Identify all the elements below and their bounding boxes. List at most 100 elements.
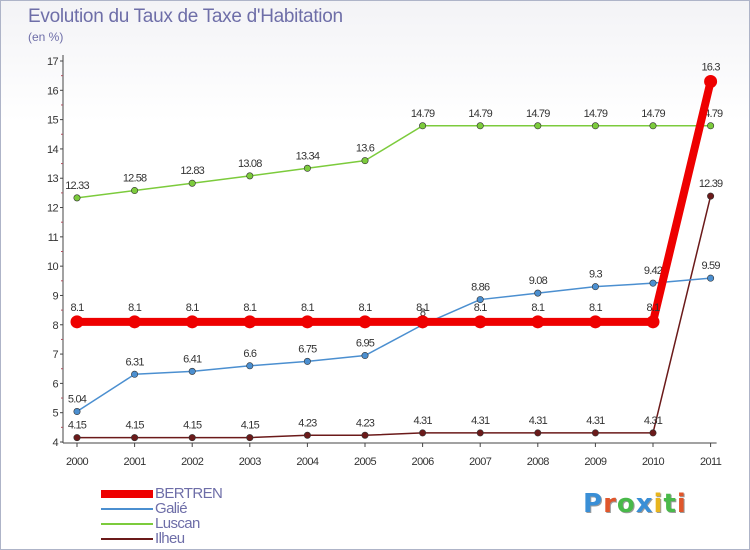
data-point-bertren	[128, 315, 142, 329]
data-label-ilheu: 4.15	[68, 420, 87, 432]
x-tick-label: 2000	[66, 456, 89, 468]
data-point-bertren	[70, 315, 84, 329]
data-point-bertren	[300, 315, 314, 329]
y-tick-label: 17	[47, 56, 59, 68]
legend-label: Ilheu	[155, 530, 185, 547]
data-label-bertren: 8.1	[243, 302, 257, 314]
data-point-bertren	[185, 315, 199, 329]
x-tick-label: 2002	[181, 456, 204, 468]
data-point-ilheu	[534, 429, 542, 437]
data-point-galie	[591, 283, 599, 291]
data-label-ilheu: 4.15	[183, 420, 202, 432]
data-label-bertren: 8.1	[474, 302, 488, 314]
y-tick-label: 5	[52, 408, 58, 420]
data-point-galie	[303, 357, 311, 365]
data-label-luscan: 12.83	[180, 165, 204, 177]
unit-label: (en %)	[28, 30, 64, 44]
data-label-galie: 5.04	[68, 394, 87, 406]
x-tick-label: 2008	[527, 456, 550, 468]
data-point-ilheu	[591, 429, 599, 437]
y-tick-label: 16	[47, 85, 59, 97]
data-label-ilheu: 4.31	[413, 415, 432, 427]
x-tick-label: 2006	[412, 456, 435, 468]
data-label-luscan: 14.79	[584, 108, 608, 120]
series-line-galie	[76, 277, 711, 413]
data-label-bertren: 8.1	[186, 302, 200, 314]
data-point-bertren	[704, 75, 718, 89]
data-point-galie	[361, 352, 369, 360]
data-point-ilheu	[361, 431, 369, 439]
logo-letter: t	[663, 489, 677, 519]
data-point-bertren	[646, 315, 660, 329]
x-tick-label: 2010	[642, 456, 665, 468]
data-point-luscan	[419, 122, 427, 130]
legend: BERTREN Galié Luscan Ilheu	[101, 485, 223, 547]
data-label-galie: 6.95	[356, 338, 375, 350]
data-label-ilheu: 4.31	[586, 415, 605, 427]
data-label-bertren: 8.1	[71, 302, 85, 314]
data-label-luscan: 13.34	[296, 150, 320, 162]
data-point-galie	[188, 367, 196, 375]
data-point-galie	[476, 296, 484, 304]
data-point-bertren	[531, 315, 545, 329]
data-label-luscan: 12.33	[65, 180, 89, 192]
data-point-galie	[649, 279, 657, 287]
proxiti-logo[interactable]: Proxiti	[583, 489, 687, 519]
legend-label: BERTREN	[155, 485, 223, 502]
logo-letter: r	[603, 489, 617, 519]
data-point-galie	[131, 370, 139, 378]
data-point-luscan	[476, 122, 484, 130]
y-tick-label: 10	[47, 261, 59, 273]
data-point-galie	[534, 289, 542, 297]
x-tick-label: 2011	[700, 456, 722, 468]
data-point-bertren	[473, 315, 487, 329]
data-label-ilheu: 4.31	[471, 415, 490, 427]
y-tick-label: 7	[52, 349, 58, 361]
legend-swatch	[101, 489, 153, 498]
data-label-galie: 9.59	[701, 260, 720, 272]
series-line-ilheu	[77, 195, 712, 439]
data-label-bertren: 16.3	[701, 62, 720, 74]
data-point-luscan	[591, 122, 599, 130]
legend-item: Ilheu	[101, 530, 222, 547]
data-point-luscan	[649, 122, 657, 130]
data-label-ilheu: 12.39	[699, 178, 723, 190]
data-label-bertren: 8.1	[359, 302, 373, 314]
data-point-bertren	[358, 315, 372, 329]
y-tick-label: 9	[52, 290, 58, 302]
data-point-luscan	[707, 122, 715, 130]
data-point-luscan	[246, 172, 254, 180]
data-point-ilheu	[246, 434, 254, 442]
data-label-ilheu: 4.23	[298, 417, 317, 429]
x-tick-label: 2005	[354, 456, 377, 468]
data-label-galie: 8	[420, 307, 426, 319]
logo-letter: i	[676, 489, 687, 519]
data-point-galie	[707, 274, 715, 282]
x-tick-label: 2007	[469, 456, 492, 468]
data-point-ilheu	[649, 429, 657, 437]
data-label-ilheu: 4.23	[356, 417, 375, 429]
data-point-ilheu	[131, 434, 139, 442]
y-tick-label: 15	[47, 115, 59, 127]
y-tick-label: 12	[47, 203, 59, 215]
y-tick-label: 11	[48, 232, 59, 244]
data-label-galie: 6.6	[243, 348, 257, 360]
data-label-galie: 8.86	[471, 282, 490, 294]
chart-title: Evolution du Taux de Taxe d'Habitation	[28, 6, 343, 27]
data-point-bertren	[416, 315, 430, 329]
data-label-luscan: 13.08	[238, 158, 262, 170]
x-tick-label: 2009	[584, 456, 607, 468]
data-label-luscan: 13.6	[356, 143, 375, 155]
data-label-ilheu: 4.31	[644, 415, 663, 427]
x-tick-label: 2004	[296, 456, 319, 468]
data-label-galie: 9.42	[644, 265, 663, 277]
logo-letter: o	[616, 489, 636, 519]
x-tick-label: 2003	[239, 456, 262, 468]
legend-label: Luscan	[155, 515, 200, 532]
data-point-ilheu	[303, 431, 311, 439]
logo-letter: x	[635, 489, 654, 519]
legend-item: BERTREN	[101, 485, 223, 502]
legend-swatch	[101, 507, 153, 510]
data-label-bertren: 8.1	[647, 302, 661, 314]
